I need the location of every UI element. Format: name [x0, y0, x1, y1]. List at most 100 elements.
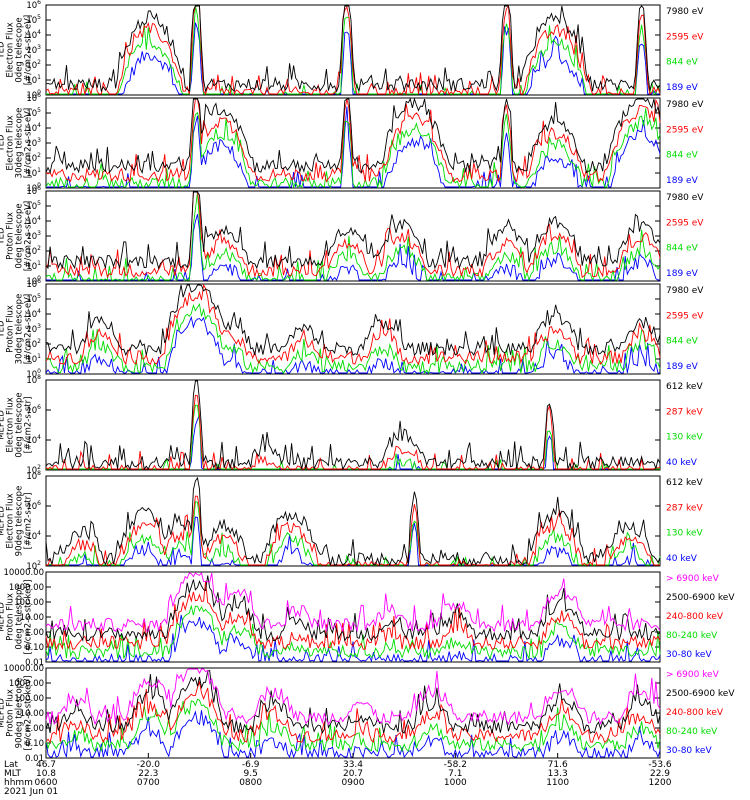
y-tick-label: 106	[26, 278, 41, 290]
y-tick-label: 101	[26, 167, 41, 179]
x-tick-label: 0800	[239, 778, 262, 788]
series-80-240-kev	[45, 698, 661, 753]
y-axis-title-line: Proton Flux	[6, 689, 16, 737]
y-tick-label: 106	[26, 185, 41, 197]
series-trace	[45, 614, 661, 663]
series-trace	[45, 191, 661, 270]
y-axis-title-line: [#/cm2-s-str-eV]	[24, 294, 34, 364]
series-7980-ev	[45, 5, 661, 93]
series-trace	[46, 495, 660, 567]
y-tick-label: 10000.00	[3, 568, 44, 578]
x-tick-label: 22.9	[650, 769, 670, 779]
series-287-kev	[45, 394, 661, 471]
y-axis-title-line: 90deg telescope	[15, 486, 25, 557]
legend-entry: 189 eV	[666, 269, 699, 279]
series-trace	[46, 5, 661, 95]
series-2595-ev	[45, 283, 661, 366]
panel-6: 102 104 106 108 MEPED Electron Flux 90deg tele…	[0, 470, 703, 572]
legend-entry: 612 keV	[666, 382, 703, 392]
x-axis-row-label: hhmm	[4, 778, 33, 788]
series-844-ev	[45, 302, 661, 375]
series-trace	[45, 572, 661, 633]
legend-entry: 30-80 keV	[666, 650, 712, 660]
y-tick-label: 105	[26, 14, 41, 26]
series-trace	[45, 698, 661, 753]
series-trace	[45, 604, 661, 661]
legend-entry: 7980 eV	[666, 100, 704, 110]
y-axis-title-line: Proton Flux	[6, 593, 16, 641]
series-2595-ev	[45, 98, 661, 183]
series-287-kev	[46, 495, 660, 567]
legend-entry: 189 eV	[666, 176, 699, 186]
series-trace	[45, 302, 661, 375]
series-trace	[45, 575, 661, 642]
y-axis-title-line: Electron Flux	[6, 115, 16, 170]
series-trace	[46, 500, 661, 567]
legend-entry: 240-800 keV	[666, 612, 724, 622]
series-trace	[45, 380, 661, 471]
series-trace	[46, 404, 660, 471]
y-axis-title-line: Electron Flux	[6, 397, 16, 452]
y-axis-title: MEPED Proton Flux 0deg telescope [#/cm2-s-s…	[0, 580, 34, 655]
y-axis-title-line: 90deg telescope	[15, 678, 25, 749]
x-tick-label: 0700	[137, 778, 160, 788]
y-tick-label: 0.10	[25, 739, 44, 749]
y-axis-title-line: [#/cm2-s-str-keV]	[24, 676, 34, 751]
y-tick-label: 102	[26, 59, 41, 71]
series-trace	[45, 108, 661, 189]
legend-entry: 189 eV	[666, 362, 699, 372]
y-tick-label: 10000.00	[3, 664, 44, 674]
y-axis-title-line: [#/cm2-s-str-keV]	[24, 580, 34, 655]
y-tick-label: 0.01	[25, 754, 44, 764]
y-axis-title-line: 30deg telescope	[15, 294, 25, 365]
y-tick-label: 10.00	[20, 709, 44, 719]
series-844-ev	[45, 191, 661, 282]
y-axis-title-line: 0deg telescope	[15, 203, 25, 268]
y-axis-title-line: 30deg telescope	[15, 108, 25, 179]
series-trace	[45, 5, 661, 93]
x-tick-label: 46.7	[36, 760, 56, 770]
y-axis-title-line: TED	[0, 134, 7, 153]
series-trace	[45, 97, 661, 174]
legend-entry: 189 eV	[666, 83, 699, 93]
series-trace	[45, 476, 661, 567]
series-7980-ev	[45, 284, 661, 357]
legend-entry: 844 eV	[666, 337, 699, 347]
y-tick-label: 100	[26, 89, 41, 101]
series-240-800-kev	[45, 580, 661, 651]
y-tick-label: 102	[26, 245, 41, 257]
y-axis-title-line: 0deg telescope	[15, 17, 25, 82]
y-tick-label: 1000.00	[9, 583, 44, 593]
series-trace	[45, 669, 661, 735]
y-axis-title: TED Proton Flux 30deg telescope [#/cm2-s-st…	[0, 294, 34, 365]
series-trace	[45, 668, 661, 726]
series-844-ev	[45, 108, 661, 189]
y-tick-label: 0.01	[25, 658, 44, 668]
y-axis-title-line: TED	[0, 227, 7, 246]
legend-entry: 80-240 keV	[666, 631, 718, 641]
y-axis-title-line: Proton Flux	[6, 305, 16, 353]
legend-entry: 40 keV	[666, 458, 698, 468]
y-tick-label: 1.00	[25, 628, 44, 638]
y-axis-title: TED Electron Flux 0deg telescope [#/cm2-s-s…	[0, 15, 34, 85]
y-tick-label: 100.00	[14, 598, 44, 608]
series-trace	[45, 710, 661, 759]
y-tick-label: 103	[26, 230, 41, 242]
series-6900-kev	[45, 572, 661, 633]
panel-2: 100 101 102 103 104 105 106 TED Electron Flux 30d…	[0, 92, 704, 194]
x-tick-label: 0900	[342, 778, 365, 788]
y-tick-label: 104	[26, 29, 41, 41]
y-tick-label: 101	[26, 260, 41, 272]
y-tick-label: 104	[26, 434, 41, 446]
legend-entry: 130 keV	[666, 529, 703, 539]
legend-entry: 30-80 keV	[666, 746, 712, 756]
series-trace	[46, 214, 660, 282]
series-2595-ev	[45, 191, 661, 279]
y-axis-title-line: MEPED	[0, 506, 7, 536]
x-tick-label: 10.8	[36, 769, 56, 779]
series-2595-ev	[45, 4, 661, 96]
series-30-80-kev	[45, 614, 661, 663]
legend-entry: 2500-6900 keV	[666, 593, 735, 603]
series-trace	[45, 394, 661, 471]
